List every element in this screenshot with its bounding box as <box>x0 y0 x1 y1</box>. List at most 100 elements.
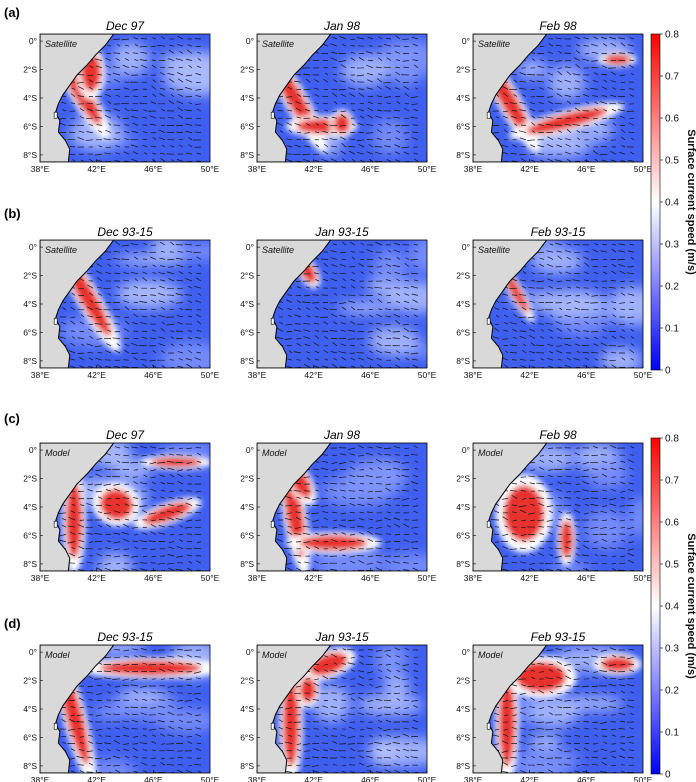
vector-arrow <box>611 654 617 658</box>
vector-arrow <box>530 144 536 148</box>
vector-arrow <box>367 79 374 83</box>
vector-arrow <box>374 742 383 744</box>
vector-arrow <box>158 129 166 133</box>
vector-arrow <box>131 158 139 162</box>
vector-arrow <box>610 321 617 325</box>
vector-arrow <box>600 748 608 752</box>
vector-arrow <box>519 294 527 296</box>
vector-arrow <box>95 270 103 275</box>
vector-arrow <box>521 498 527 500</box>
vector-arrow <box>70 706 76 708</box>
vector-arrow <box>160 158 166 162</box>
vector-arrow <box>339 489 347 492</box>
vector-arrow <box>501 293 509 296</box>
source-tag: Satellite <box>262 39 294 49</box>
vector-arrow <box>617 547 626 550</box>
vector-arrow <box>176 769 184 773</box>
vector-arrow <box>94 345 103 348</box>
vector-arrow <box>142 509 148 514</box>
vector-arrow <box>132 476 139 478</box>
vector-arrow <box>356 525 365 528</box>
vector-arrow <box>160 306 166 311</box>
vector-arrow <box>177 469 184 472</box>
vector-arrow <box>150 469 157 472</box>
vector-arrow <box>610 444 617 449</box>
vector-arrow <box>401 273 410 276</box>
vector-arrow <box>413 683 419 687</box>
vector-arrow <box>133 251 139 254</box>
vector-arrow <box>176 72 184 76</box>
vector-arrow <box>342 158 347 162</box>
vector-arrow <box>288 350 293 354</box>
vector-arrow <box>503 329 509 332</box>
vector-arrow <box>376 95 383 97</box>
vector-arrow <box>511 116 518 119</box>
vector-arrow <box>167 117 175 119</box>
vector-arrow <box>149 728 157 731</box>
vector-arrow <box>583 125 590 127</box>
vector-arrow <box>288 86 293 90</box>
vector-arrow <box>177 351 184 354</box>
vector-arrow <box>70 714 76 717</box>
vector-arrow <box>177 43 184 47</box>
vector-arrow <box>360 365 365 368</box>
vector-arrow <box>184 243 193 246</box>
vector-arrow <box>531 755 536 759</box>
vector-arrow <box>413 510 419 514</box>
vector-arrow <box>539 454 545 457</box>
vector-arrow <box>367 655 374 658</box>
vector-arrow <box>177 505 184 507</box>
vector-arrow <box>105 350 112 354</box>
vector-arrow <box>519 80 527 83</box>
vector-arrow <box>149 256 157 260</box>
vector-arrow <box>196 496 202 499</box>
vector-arrow <box>185 130 193 133</box>
vector-arrow <box>349 503 356 506</box>
vector-arrow <box>500 770 509 773</box>
vector-arrow <box>601 519 608 522</box>
vector-arrow <box>369 159 374 162</box>
vector-arrow <box>87 351 94 354</box>
vector-arrow <box>324 764 329 766</box>
vector-arrow <box>590 526 599 529</box>
vector-arrow <box>79 736 85 738</box>
vector-arrow <box>332 110 338 112</box>
y-tick-label: 0° <box>29 647 37 657</box>
vector-arrow <box>403 523 410 528</box>
vector-arrow <box>96 103 103 105</box>
vector-arrow <box>583 37 590 40</box>
vector-arrow <box>322 734 329 737</box>
vector-arrow <box>512 714 518 716</box>
vector-arrow <box>410 308 419 311</box>
vector-arrow <box>304 145 311 148</box>
vector-arrow <box>86 102 94 105</box>
vector-arrow <box>601 358 608 361</box>
vector-arrow <box>176 131 184 133</box>
vector-arrow <box>86 306 94 311</box>
vector-arrow <box>159 152 166 155</box>
vector-arrow <box>315 131 320 133</box>
vector-arrow <box>583 721 590 723</box>
vector-arrow <box>557 137 563 141</box>
panel-title: Feb 98 <box>539 19 577 33</box>
vector-arrow <box>395 66 401 69</box>
vector-arrow <box>196 65 202 69</box>
vector-arrow <box>85 532 94 535</box>
vector-arrow <box>340 322 347 325</box>
vector-arrow <box>539 512 545 515</box>
vector-arrow <box>186 554 193 557</box>
x-tick-label: 38°E <box>31 370 50 380</box>
vector-arrow <box>375 771 383 773</box>
vector-arrow <box>566 243 572 246</box>
vector-arrow <box>351 272 356 275</box>
vector-arrow <box>333 292 338 296</box>
vector-arrow <box>187 350 193 354</box>
vector-arrow <box>115 690 121 694</box>
vector-arrow <box>85 691 94 694</box>
vector-arrow <box>86 343 94 347</box>
vector-arrow <box>594 158 599 162</box>
vector-arrow <box>302 525 311 528</box>
vector-arrow <box>358 445 365 449</box>
vector-arrow <box>520 490 527 492</box>
vector-arrow <box>187 692 193 695</box>
